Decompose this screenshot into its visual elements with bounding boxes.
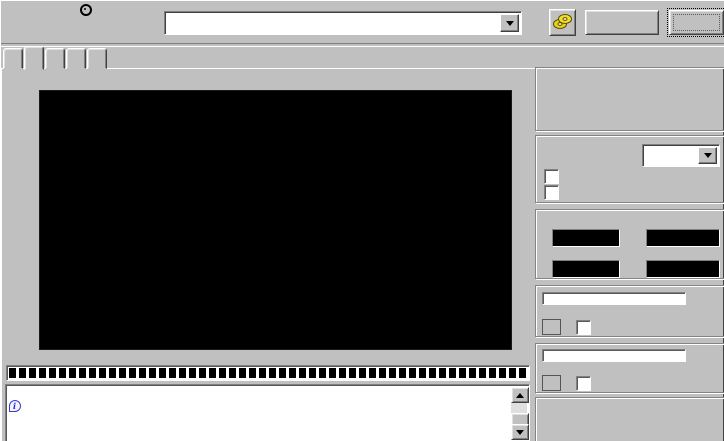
- toolbar-divider: [1, 43, 724, 47]
- chart-x-axis: [39, 351, 512, 365]
- burn-image-row: [544, 169, 565, 184]
- tab-scandisc[interactable]: [87, 48, 107, 69]
- brand-cddvdspeed: [11, 3, 161, 18]
- buffer-show-graph-checkbox[interactable]: [576, 320, 592, 335]
- chart-left-axis: [2, 90, 35, 348]
- speed-type-display: [646, 229, 720, 247]
- scroll-down-icon[interactable]: [511, 424, 529, 440]
- progress-group: [535, 397, 724, 441]
- simulate-checkbox[interactable]: [544, 185, 559, 200]
- chart-right-axis: [514, 90, 534, 348]
- log-row[interactable]: i: [6, 399, 529, 413]
- info-icon: i: [8, 400, 21, 412]
- drive-select[interactable]: [164, 11, 522, 35]
- log-row[interactable]: [6, 385, 529, 399]
- end-speed-display: [646, 260, 720, 278]
- speed-select[interactable]: [642, 144, 720, 167]
- nero-logo: [11, 3, 161, 18]
- cpu-bar: [542, 349, 686, 362]
- tab-page-create-disc: i: [1, 68, 724, 441]
- chevron-down-icon[interactable]: [698, 147, 717, 164]
- simulate-row: [544, 185, 565, 200]
- buffer-group: [535, 285, 724, 337]
- buffer-color-swatch: [542, 319, 561, 335]
- disc-info-group: [535, 67, 724, 131]
- cpu-color-swatch: [542, 375, 561, 391]
- tab-bar: [3, 46, 108, 70]
- tab-disc-quality[interactable]: [66, 48, 86, 69]
- settings-group: [535, 135, 724, 203]
- speed-group: [535, 209, 724, 279]
- cpu-usage-group: [535, 343, 724, 393]
- speed-chart: [39, 90, 512, 350]
- cpu-legend-row: [542, 375, 596, 391]
- write-progress-bar: [6, 365, 530, 381]
- eject-button[interactable]: [549, 9, 576, 36]
- start-button[interactable]: [585, 10, 659, 35]
- scroll-up-icon[interactable]: [511, 387, 529, 403]
- buffer-bar: [542, 292, 686, 305]
- log-row[interactable]: [6, 413, 529, 427]
- burn-image-checkbox[interactable]: [544, 169, 559, 184]
- cpu-show-graph-checkbox[interactable]: [576, 376, 592, 391]
- exit-button[interactable]: [667, 8, 724, 37]
- log-list[interactable]: i: [5, 384, 530, 441]
- log-row[interactable]: [6, 427, 529, 441]
- log-scrollbar[interactable]: [511, 387, 529, 440]
- disc-icon: [80, 4, 92, 16]
- discs-icon: [553, 13, 572, 29]
- start-speed-display: [552, 260, 620, 278]
- buffer-legend-row: [542, 319, 596, 335]
- average-speed-display: [552, 229, 620, 247]
- toolbar: [1, 1, 724, 43]
- tab-benchmark[interactable]: [3, 48, 23, 69]
- chevron-down-icon[interactable]: [500, 14, 519, 32]
- tab-create-disc[interactable]: [24, 46, 44, 70]
- tab-disc-info[interactable]: [45, 48, 65, 69]
- chart-canvas: [40, 91, 509, 347]
- write-progress-fill: [9, 368, 527, 378]
